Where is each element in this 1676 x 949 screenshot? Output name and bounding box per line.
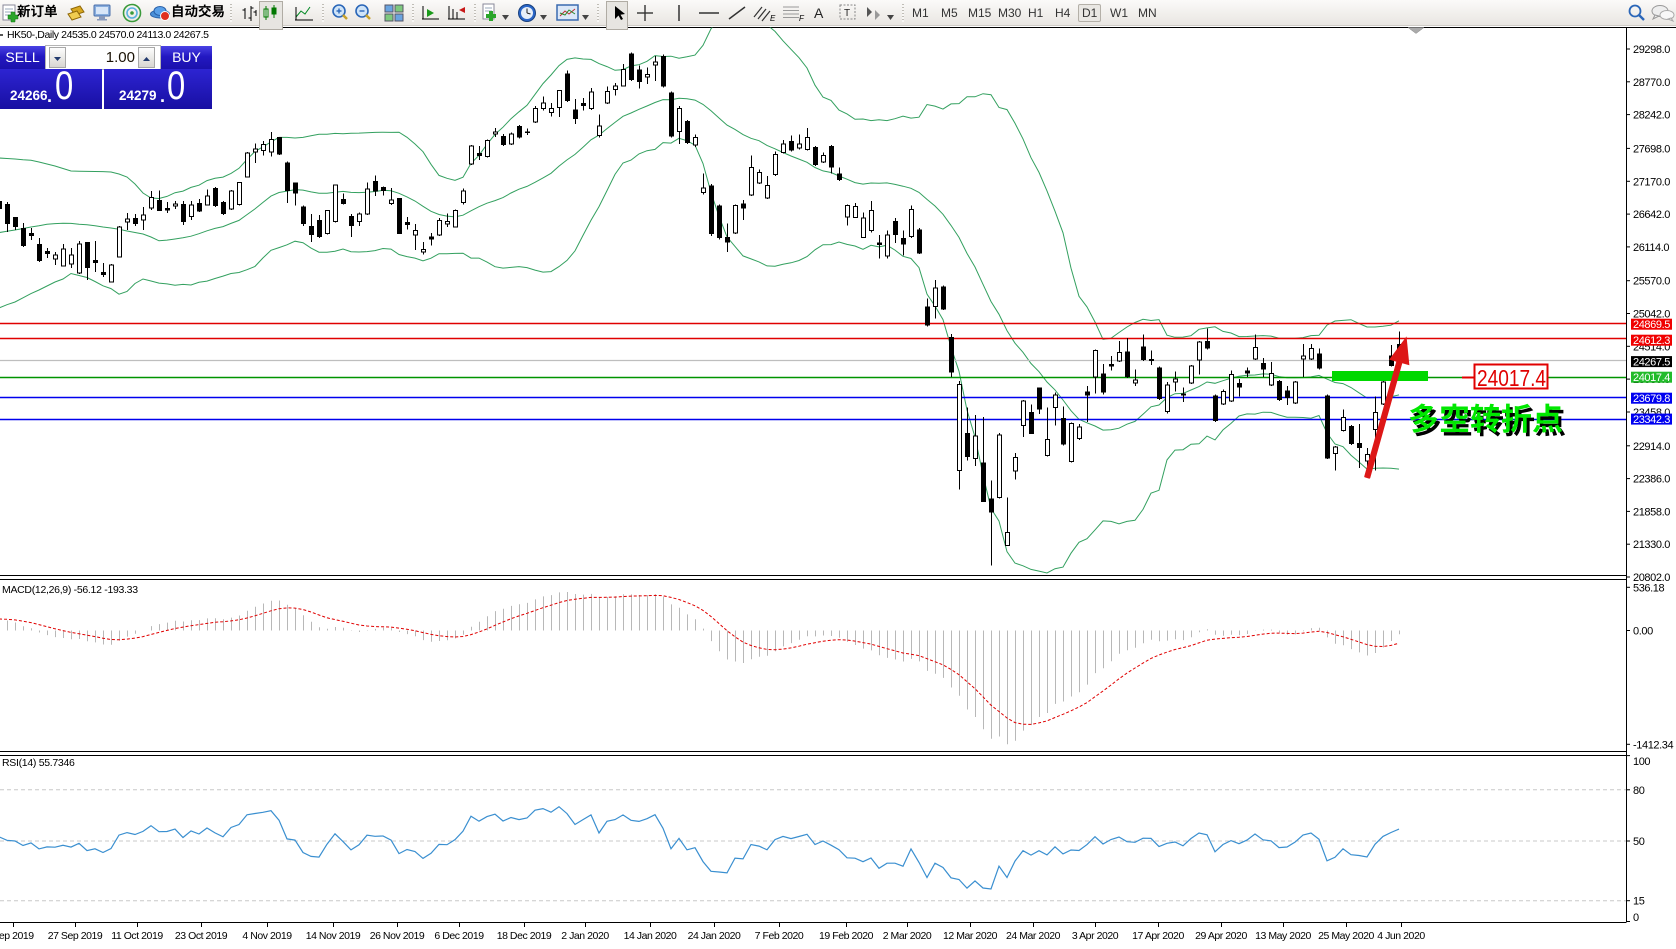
svg-text:50: 50 <box>1633 836 1645 848</box>
svg-text:7 Feb 2020: 7 Feb 2020 <box>755 930 804 942</box>
svg-text:24 Jan 2020: 24 Jan 2020 <box>688 930 741 942</box>
svg-text:26 Nov 2019: 26 Nov 2019 <box>370 930 425 942</box>
svg-text:24267.5: 24267.5 <box>1633 357 1670 369</box>
svg-text:24 Mar 2020: 24 Mar 2020 <box>1006 930 1061 942</box>
svg-text:25570.0: 25570.0 <box>1633 276 1670 288</box>
svg-text:28242.0: 28242.0 <box>1633 110 1670 122</box>
svg-text:24612.3: 24612.3 <box>1633 335 1670 347</box>
svg-text:0: 0 <box>1633 912 1639 924</box>
svg-text:14 Jan 2020: 14 Jan 2020 <box>624 930 677 942</box>
svg-text:25 May 2020: 25 May 2020 <box>1318 930 1374 942</box>
svg-text:27170.0: 27170.0 <box>1633 176 1670 188</box>
svg-text:3 Apr 2020: 3 Apr 2020 <box>1072 930 1119 942</box>
svg-text:29 Apr 2020: 29 Apr 2020 <box>1195 930 1247 942</box>
svg-text:23679.8: 23679.8 <box>1633 393 1670 405</box>
svg-text:T: T <box>844 8 850 19</box>
svg-text:27 Sep 2019: 27 Sep 2019 <box>48 930 103 942</box>
svg-text:23342.3: 23342.3 <box>1633 414 1670 426</box>
svg-text:12 Mar 2020: 12 Mar 2020 <box>943 930 998 942</box>
svg-text:536.18: 536.18 <box>1633 582 1665 594</box>
svg-text:23 Oct 2019: 23 Oct 2019 <box>175 930 228 942</box>
svg-text:27698.0: 27698.0 <box>1633 143 1670 155</box>
svg-text:24869.5: 24869.5 <box>1633 319 1670 331</box>
svg-text:RSI(14) 55.7346: RSI(14) 55.7346 <box>2 757 75 769</box>
svg-text:A: A <box>814 5 824 21</box>
svg-text:4 Jun 2020: 4 Jun 2020 <box>1377 930 1425 942</box>
svg-text:6 Dec 2019: 6 Dec 2019 <box>434 930 484 942</box>
svg-text:22914.0: 22914.0 <box>1633 441 1670 453</box>
svg-text:100: 100 <box>1633 756 1650 768</box>
svg-text:22386.0: 22386.0 <box>1633 474 1670 486</box>
svg-text:2 Jan 2020: 2 Jan 2020 <box>561 930 609 942</box>
svg-text:18 Dec 2019: 18 Dec 2019 <box>497 930 552 942</box>
svg-text:21330.0: 21330.0 <box>1633 539 1670 551</box>
svg-text:80: 80 <box>1633 785 1645 797</box>
svg-text:HK50-,Daily 24535.0 24570.0 2: HK50-,Daily 24535.0 24570.0 24113.0 2426… <box>7 29 209 41</box>
svg-text:0.00: 0.00 <box>1633 626 1653 638</box>
svg-text:11 Oct 2019: 11 Oct 2019 <box>111 930 163 942</box>
svg-text:28770.0: 28770.0 <box>1633 77 1670 89</box>
svg-text:MACD(12,26,9) -56.12 -193.33: MACD(12,26,9) -56.12 -193.33 <box>2 584 138 596</box>
svg-text:14 Nov 2019: 14 Nov 2019 <box>306 930 361 942</box>
svg-text:-1412.34: -1412.34 <box>1633 739 1674 751</box>
svg-text:Sep 2019: Sep 2019 <box>0 930 34 942</box>
svg-text:13 May 2020: 13 May 2020 <box>1255 930 1311 942</box>
svg-text:26114.0: 26114.0 <box>1633 242 1669 254</box>
svg-text:24017.4: 24017.4 <box>1477 365 1546 391</box>
svg-text:17 Apr 2020: 17 Apr 2020 <box>1132 930 1184 942</box>
svg-text:F: F <box>799 14 805 23</box>
svg-text:25042.0: 25042.0 <box>1633 309 1670 321</box>
svg-text:2 Mar 2020: 2 Mar 2020 <box>883 930 932 942</box>
svg-text:4 Nov 2019: 4 Nov 2019 <box>242 930 292 942</box>
svg-text:15: 15 <box>1633 896 1645 908</box>
svg-text:21858.0: 21858.0 <box>1633 506 1670 518</box>
svg-text:29298.0: 29298.0 <box>1633 44 1670 56</box>
svg-text:20802.0: 20802.0 <box>1633 572 1670 584</box>
svg-text:24017.4: 24017.4 <box>1633 372 1670 384</box>
svg-text:19 Feb 2020: 19 Feb 2020 <box>819 930 874 942</box>
svg-text:26642.0: 26642.0 <box>1633 209 1670 221</box>
svg-text:E: E <box>770 14 776 23</box>
